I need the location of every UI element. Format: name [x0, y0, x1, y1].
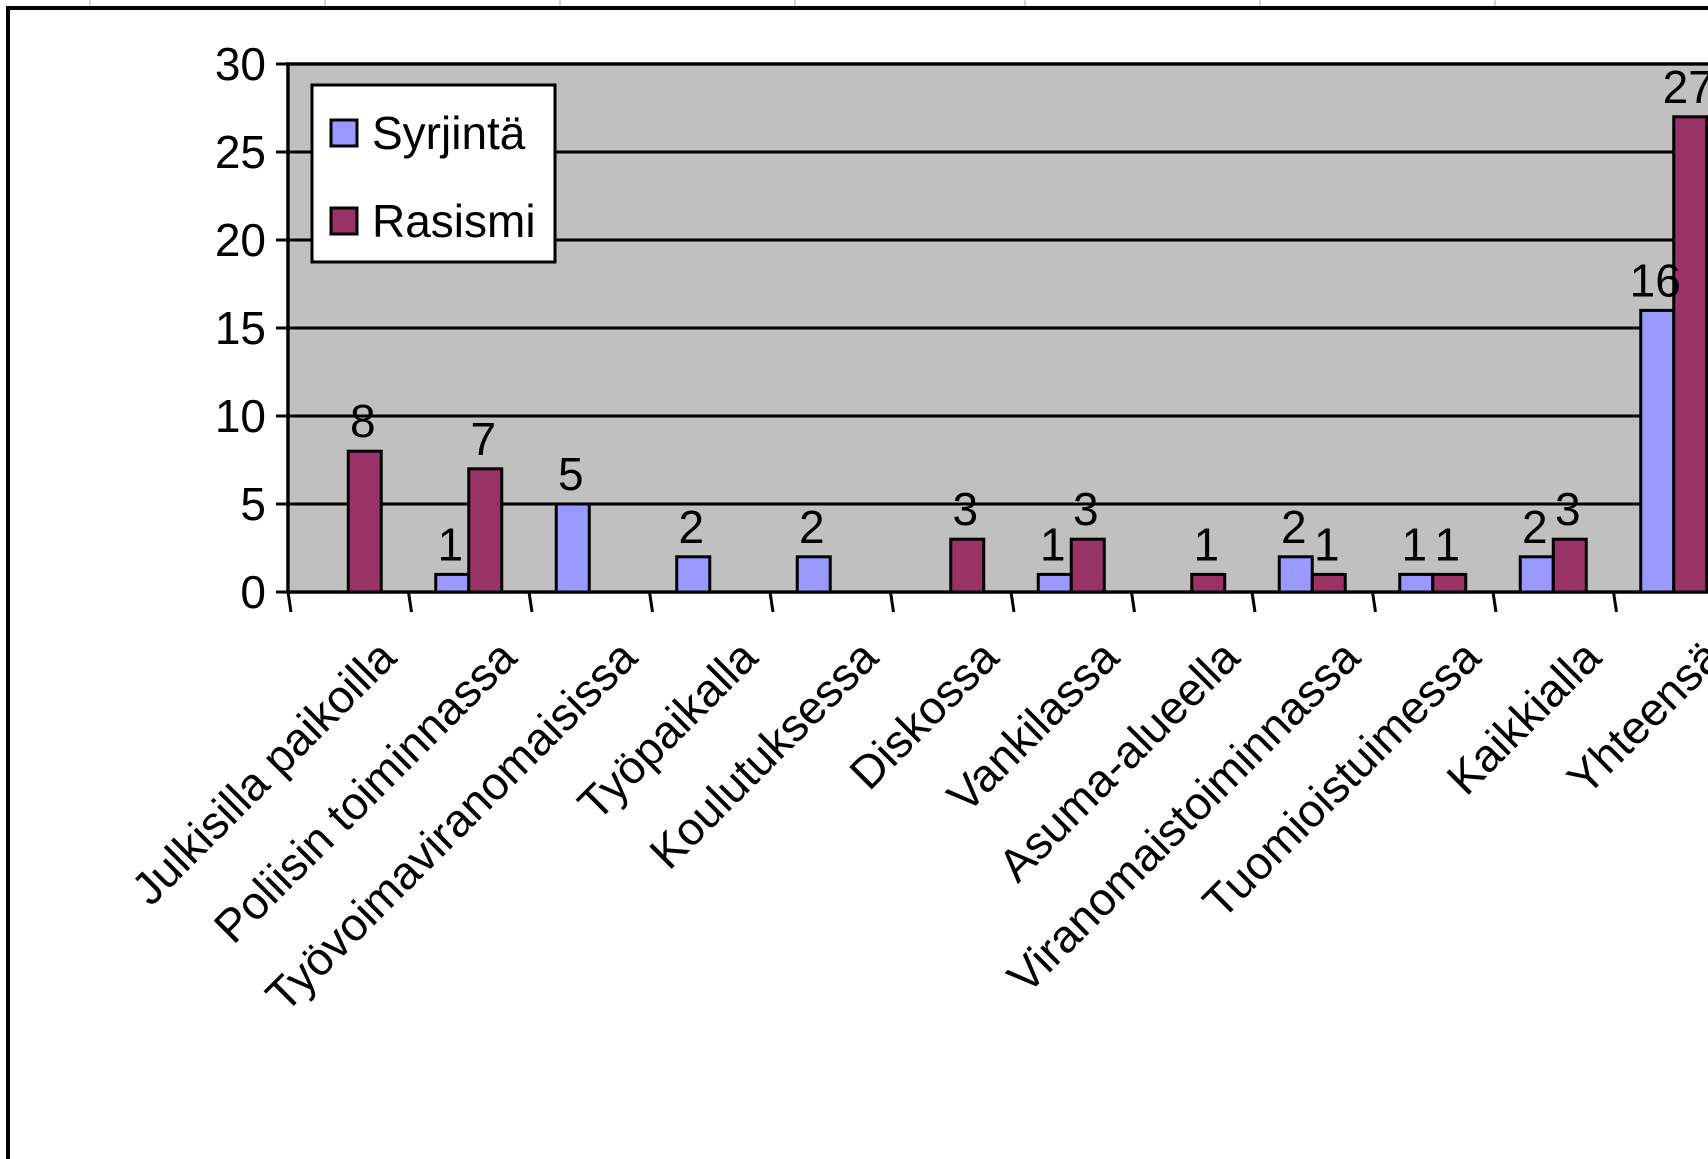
y-tick-label: 25 — [215, 126, 266, 178]
x-tick-mark — [286, 591, 293, 613]
data-label: 27 — [1663, 61, 1708, 113]
x-tick-mark — [889, 591, 895, 613]
bar — [1672, 115, 1708, 594]
bar — [1551, 537, 1588, 594]
data-label: 7 — [470, 413, 496, 465]
y-tick-label: 30 — [215, 38, 266, 90]
bar — [1639, 308, 1676, 594]
data-label: 16 — [1630, 254, 1681, 306]
bars — [346, 115, 1708, 594]
data-label: 1 — [1040, 518, 1066, 570]
x-tick-mark — [1009, 591, 1016, 613]
bar — [675, 555, 712, 594]
data-label: 1 — [437, 518, 463, 570]
bar — [434, 572, 471, 594]
data-label: 2 — [678, 501, 704, 553]
x-tick-mark — [527, 591, 534, 613]
legend-label: Syrjintä — [372, 107, 526, 159]
x-tick-mark — [1371, 591, 1377, 613]
legend-label: Rasismi — [372, 195, 536, 247]
x-tick-mark — [1612, 591, 1618, 613]
y-axis-ticks: 0 5 10 15 20 25 30 — [215, 38, 288, 618]
bar — [795, 555, 832, 594]
data-label: 2 — [799, 501, 825, 553]
x-tick-mark — [407, 591, 413, 613]
x-tick-mark — [1250, 591, 1257, 613]
data-label: 1 — [1193, 518, 1219, 570]
bar — [1277, 555, 1314, 594]
spreadsheet-background — [89, 0, 1496, 8]
data-label: 3 — [1073, 483, 1099, 535]
data-label: 1 — [1314, 518, 1340, 570]
bar — [1310, 572, 1347, 594]
y-tick-label: 20 — [215, 214, 266, 266]
legend: Syrjintä Rasismi — [310, 83, 557, 264]
data-label: 1 — [1434, 518, 1460, 570]
data-label: 2 — [1522, 501, 1548, 553]
bar — [1069, 537, 1106, 594]
x-tick-mark — [648, 591, 654, 613]
x-tick-mark — [768, 591, 775, 613]
bar — [1190, 572, 1227, 594]
bar — [1431, 572, 1468, 594]
data-label: 3 — [952, 483, 978, 535]
bar — [949, 537, 986, 594]
y-tick-label: 15 — [215, 302, 266, 354]
bar — [1518, 555, 1555, 594]
y-tick-label: 0 — [240, 566, 266, 618]
bar — [1398, 572, 1435, 594]
data-label: 5 — [558, 448, 584, 500]
data-label: 8 — [350, 395, 376, 447]
bar — [467, 467, 504, 594]
bar — [554, 502, 591, 594]
data-label: 1 — [1401, 518, 1427, 570]
x-tick-mark — [1130, 591, 1136, 613]
legend-swatch — [329, 206, 359, 236]
legend-swatch — [329, 118, 359, 148]
data-label: 3 — [1555, 483, 1581, 535]
bar — [346, 449, 383, 594]
y-tick-label: 5 — [240, 478, 266, 530]
data-label: 2 — [1281, 501, 1307, 553]
y-tick-label: 10 — [215, 390, 266, 442]
bar — [1036, 572, 1073, 594]
x-tick-mark — [1491, 591, 1498, 613]
